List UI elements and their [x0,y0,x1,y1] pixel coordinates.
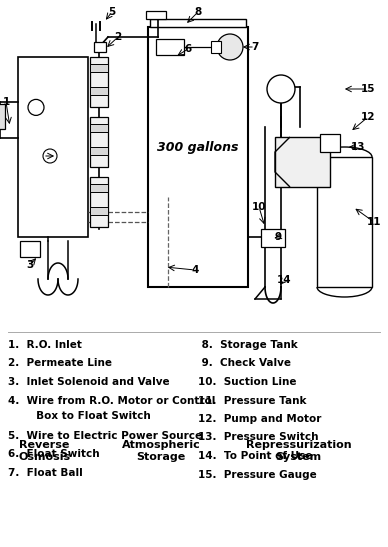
Text: Box to Float Switch: Box to Float Switch [18,411,151,421]
Bar [146,11,166,19]
Bar [320,134,340,152]
Text: 7.  Float Ball: 7. Float Ball [8,468,83,478]
Text: 4.  Wire from R.O. Motor or Control: 4. Wire from R.O. Motor or Control [8,395,215,405]
Text: 14: 14 [277,275,291,285]
Circle shape [267,75,295,103]
Text: 2.  Permeate Line: 2. Permeate Line [8,358,112,369]
Bar [90,184,108,192]
Text: 5.  Wire to Electric Power Source: 5. Wire to Electric Power Source [8,430,202,441]
Bar [211,41,221,53]
Bar [317,157,372,287]
Bar [148,27,248,287]
Text: Atmospheric
Storage: Atmospheric Storage [122,440,200,462]
Text: 11: 11 [367,217,381,227]
Bar [156,39,184,55]
Text: 9.  Check Valve: 9. Check Valve [198,358,291,369]
Bar [90,177,108,227]
Text: 1.  R.O. Inlet: 1. R.O. Inlet [8,340,82,350]
Bar [90,207,108,215]
Text: 9: 9 [274,232,282,242]
Text: Repressurization
System: Repressurization System [246,440,352,462]
Text: 11.  Pressure Tank: 11. Pressure Tank [198,395,307,405]
Text: 5: 5 [108,7,116,17]
Text: 6: 6 [184,44,192,54]
Text: 15.  Pressure Gauge: 15. Pressure Gauge [198,469,317,480]
Bar [90,117,108,167]
Text: 3: 3 [26,260,34,270]
Text: Reverse
Osmosis: Reverse Osmosis [19,440,71,462]
Bar [261,229,285,247]
Text: 4: 4 [191,265,199,275]
Bar [18,57,88,237]
Bar [20,241,40,257]
Text: 1: 1 [2,97,10,107]
Text: 10.  Suction Line: 10. Suction Line [198,377,296,387]
Text: 10: 10 [252,202,266,212]
Bar [90,147,108,155]
Text: 12.  Pump and Motor: 12. Pump and Motor [198,414,321,424]
Text: 7: 7 [251,42,259,52]
Bar [150,19,246,27]
Text: 13.  Pressure Switch: 13. Pressure Switch [198,433,319,443]
Text: 3.  Inlet Solenoid and Valve: 3. Inlet Solenoid and Valve [8,377,170,387]
Text: 12: 12 [361,112,375,122]
Text: 8: 8 [194,7,202,17]
Text: 6.  Float Switch: 6. Float Switch [8,449,100,459]
Text: 2: 2 [114,32,121,42]
Text: 300 gallons: 300 gallons [157,141,239,154]
Bar [90,64,108,72]
Text: 8.  Storage Tank: 8. Storage Tank [198,340,298,350]
Bar [94,42,106,52]
Text: 15: 15 [361,84,375,94]
Bar [90,124,108,132]
Text: 13: 13 [351,142,365,152]
Bar [0,104,5,129]
Circle shape [217,34,243,60]
Text: 14.  To Point of Use: 14. To Point of Use [198,451,312,461]
Circle shape [43,149,57,163]
Bar [90,87,108,95]
Bar [275,137,330,187]
Circle shape [28,100,44,115]
Bar [90,57,108,107]
